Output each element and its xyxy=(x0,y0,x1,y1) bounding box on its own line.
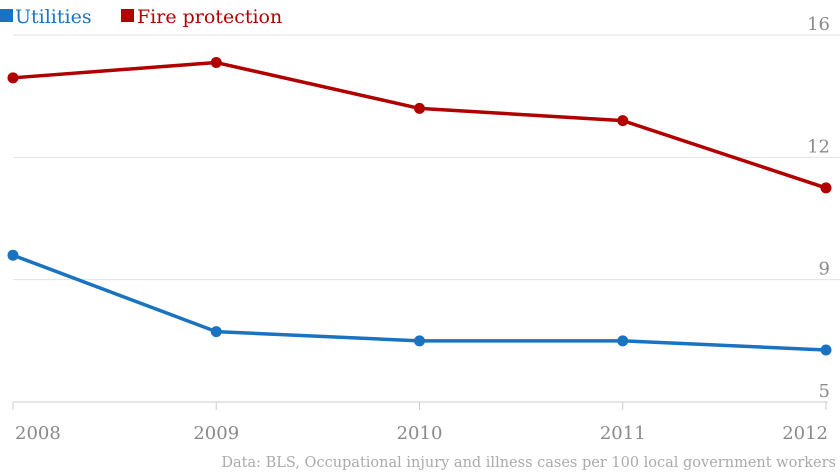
data-point-fire-protection-2012 xyxy=(820,182,832,194)
y-tick-label-12: 12 xyxy=(807,136,830,157)
source-note: Data: BLS, Occupational injury and illne… xyxy=(221,455,836,471)
legend-swatch-utilities xyxy=(0,9,13,22)
series-utilities xyxy=(7,249,832,356)
x-tick-label-2012: 2012 xyxy=(782,423,828,444)
x-axis: 2008 2009 2010 2011 2012 xyxy=(12,401,828,444)
legend-label-utilities: Utilities xyxy=(15,6,92,28)
y-tick-label-9: 9 xyxy=(819,259,830,280)
x-tick-label-2009: 2009 xyxy=(193,423,239,444)
legend-label-fire-protection: Fire protection xyxy=(137,6,282,28)
x-tick-label-2011: 2011 xyxy=(600,423,646,444)
y-tick-label-5: 5 xyxy=(819,381,830,402)
series-fire-protection xyxy=(7,57,832,194)
data-point-utilities-2008 xyxy=(7,249,19,261)
x-tick-label-2008: 2008 xyxy=(15,423,61,444)
legend-swatch-fire-protection xyxy=(121,9,134,22)
series-layer xyxy=(7,57,832,356)
legend: Utilities Fire protection xyxy=(0,6,282,28)
data-point-fire-protection-2009 xyxy=(210,57,222,69)
y-tick-label-16: 16 xyxy=(807,14,830,35)
data-point-utilities-2009 xyxy=(210,326,222,338)
data-point-utilities-2010 xyxy=(414,335,425,347)
data-point-fire-protection-2008 xyxy=(7,72,19,84)
data-point-fire-protection-2011 xyxy=(617,115,629,127)
data-point-utilities-2012 xyxy=(820,344,832,356)
series-line-fire-protection xyxy=(11,60,828,190)
x-tick-label-2010: 2010 xyxy=(397,423,443,444)
data-point-utilities-2011 xyxy=(617,335,629,347)
gridlines: 16 12 9 5 xyxy=(13,14,840,402)
data-point-fire-protection-2010 xyxy=(414,102,425,114)
